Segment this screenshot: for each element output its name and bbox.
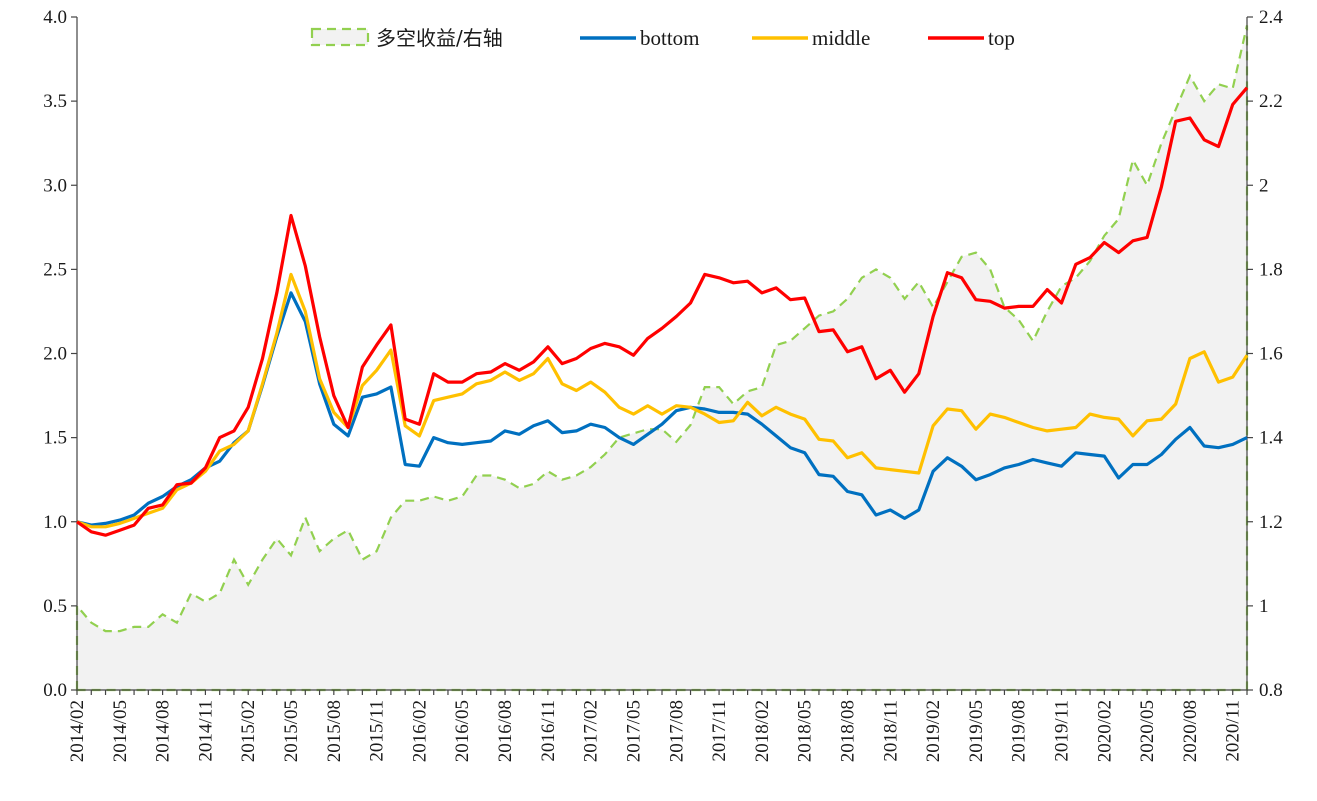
x-tick-label: 2016/08 (495, 700, 516, 762)
x-tick-label: 2018/05 (795, 700, 816, 762)
y-tick-label-right: 1 (1259, 596, 1269, 617)
y-tick-label-left: 0.5 (43, 596, 67, 617)
x-tick-label: 2017/02 (581, 700, 602, 762)
lines-layer (76, 86, 1249, 537)
y-tick-label-right: 2 (1259, 175, 1269, 196)
legend-swatch-long-short (310, 27, 370, 47)
x-tick-label: 2015/08 (324, 700, 345, 762)
y-tick-label-left: 3.0 (43, 175, 67, 196)
y-tick-label-left: 1.5 (43, 428, 67, 449)
legend-label-middle: middle (812, 26, 870, 50)
y-tick-label-right: 0.8 (1259, 680, 1283, 701)
x-tick-label: 2016/11 (538, 700, 559, 762)
series-line-top (76, 86, 1249, 537)
y-tick-label-right: 1.2 (1259, 512, 1283, 533)
y-tick-label-left: 4.0 (43, 7, 67, 28)
area-layer (75, 25, 1249, 692)
x-tick-label: 2014/02 (67, 700, 88, 762)
x-tick-label: 2020/11 (1223, 700, 1244, 762)
axes-layer: 0.0 0.5 1.0 1.5 2.0 2.5 3.0 3.5 4.0 0.8 1 1.2 1.4 1.6… (43, 7, 1283, 762)
x-tick-label: 2018/08 (837, 700, 858, 762)
x-tick-label: 2017/08 (666, 700, 687, 762)
y-tick-label-left: 2.0 (43, 344, 67, 365)
x-tick-label: 2020/05 (1137, 700, 1158, 762)
x-tick-label: 2017/11 (709, 700, 730, 762)
x-tick-label: 2014/05 (110, 700, 131, 762)
series-line-middle (76, 272, 1249, 529)
legend-label-series: 多空收益/右轴 (376, 26, 503, 50)
x-tick-label: 2019/05 (966, 700, 987, 762)
y-tick-label-right: 1.6 (1259, 344, 1283, 365)
x-tick-label: 2016/05 (452, 700, 473, 762)
y-tick-label-left: 1.0 (43, 512, 67, 533)
legend-label-bottom: bottom (640, 26, 700, 50)
x-tick-label: 2016/02 (409, 700, 430, 762)
y-tick-label-right: 1.4 (1259, 428, 1283, 449)
legend: 多空收益/右轴 bottom middle top (310, 26, 1015, 50)
x-tick-label: 2014/11 (195, 700, 216, 762)
y-tick-label-right: 2.2 (1259, 91, 1283, 112)
x-tick-label: 2020/08 (1180, 700, 1201, 762)
x-tick-label: 2019/02 (923, 700, 944, 762)
x-tick-label: 2015/02 (238, 700, 259, 762)
x-tick-label: 2018/02 (752, 700, 773, 762)
x-tick-label: 2015/05 (281, 700, 302, 762)
y-tick-label-left: 2.5 (43, 259, 67, 280)
x-tick-label: 2015/11 (367, 700, 388, 762)
x-tick-label: 2020/02 (1094, 700, 1115, 762)
x-tick-label: 2014/08 (153, 700, 174, 762)
x-tick-label: 2017/05 (623, 700, 644, 762)
x-tick-label: 2019/08 (1009, 700, 1030, 762)
x-tick-label: 2019/11 (1052, 700, 1073, 762)
y-tick-label-right: 2.4 (1259, 7, 1283, 28)
legend-label-top: top (988, 26, 1015, 50)
x-tick-label: 2018/11 (880, 700, 901, 762)
y-tick-label-left: 0.0 (43, 680, 67, 701)
series-area-long-short (75, 25, 1249, 692)
y-tick-label-right: 1.8 (1259, 259, 1283, 280)
y-tick-label-left: 3.5 (43, 91, 67, 112)
